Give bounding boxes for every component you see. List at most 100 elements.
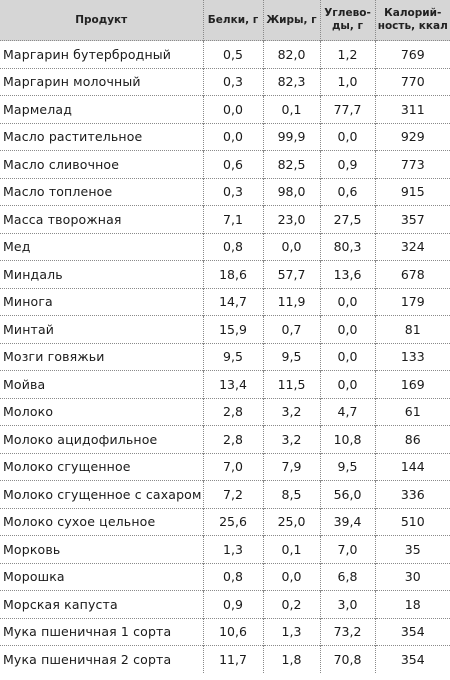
cell-carbs: 13,6 — [319, 260, 375, 288]
cell-product: Маргарин молочный — [0, 67, 203, 96]
cell-protein: 18,6 — [202, 260, 263, 288]
cell-calories: 311 — [374, 95, 450, 123]
cell-product: Молоко сгущенное — [0, 452, 203, 481]
table-row: Мед 0,8 0,0 80,3 324 — [0, 232, 450, 261]
cell-protein: 10,6 — [202, 617, 263, 646]
cell-fat: 0,0 — [262, 562, 320, 591]
cell-protein: 1,3 — [202, 535, 263, 563]
cell-protein: 2,8 — [202, 397, 263, 426]
cell-carbs: 1,0 — [319, 67, 375, 96]
header-fat: Жиры, г — [262, 0, 320, 41]
cell-calories: 179 — [374, 287, 450, 316]
table-row: Молоко ацидофильное 2,8 3,2 10,8 86 — [0, 425, 450, 453]
cell-fat: 3,2 — [262, 425, 320, 453]
cell-carbs: 0,0 — [319, 370, 375, 398]
cell-fat: 0,1 — [262, 535, 320, 563]
cell-protein: 0,9 — [202, 590, 263, 618]
cell-calories: 770 — [374, 67, 450, 96]
table-row: Мозги говяжьи 9,5 9,5 0,0 133 — [0, 342, 450, 371]
cell-protein: 15,9 — [202, 315, 263, 343]
cell-calories: 61 — [374, 397, 450, 426]
cell-product: Масло топленое — [0, 177, 203, 206]
cell-carbs: 7,0 — [319, 535, 375, 563]
cell-calories: 81 — [374, 315, 450, 343]
cell-protein: 0,0 — [202, 95, 263, 123]
cell-product: Морошка — [0, 562, 203, 591]
cell-protein: 0,8 — [202, 232, 263, 261]
table-row: Масло сливочное 0,6 82,5 0,9 773 — [0, 150, 450, 178]
cell-protein: 14,7 — [202, 287, 263, 316]
header-calories-line-1: Калорий- — [384, 7, 442, 19]
cell-fat: 0,0 — [262, 232, 320, 261]
cell-calories: 169 — [374, 370, 450, 398]
table-row: Минтай 15,9 0,7 0,0 81 — [0, 315, 450, 343]
cell-carbs: 80,3 — [319, 232, 375, 261]
cell-fat: 1,8 — [262, 645, 320, 673]
cell-carbs: 6,8 — [319, 562, 375, 591]
table-row: Мука пшеничная 2 сорта 11,7 1,8 70,8 354 — [0, 645, 450, 673]
cell-product: Морская капуста — [0, 590, 203, 618]
table-row: Морская капуста 0,9 0,2 3,0 18 — [0, 590, 450, 618]
cell-protein: 0,3 — [202, 67, 263, 96]
table-row: Масло растительное 0,0 99,9 0,0 929 — [0, 122, 450, 151]
cell-calories: 357 — [374, 205, 450, 233]
table-body: Маргарин бутербродный 0,5 82,0 1,2 769 Маргар… — [0, 40, 450, 673]
header-carbs-line-1: Углево- — [324, 7, 371, 19]
cell-product: Морковь — [0, 535, 203, 563]
cell-protein: 11,7 — [202, 645, 263, 673]
cell-calories: 144 — [374, 452, 450, 481]
cell-product: Мука пшеничная 2 сорта — [0, 645, 203, 673]
cell-fat: 1,3 — [262, 617, 320, 646]
cell-product: Молоко ацидофильное — [0, 425, 203, 453]
cell-carbs: 4,7 — [319, 397, 375, 426]
cell-fat: 82,5 — [262, 150, 320, 178]
cell-fat: 0,7 — [262, 315, 320, 343]
cell-carbs: 0,9 — [319, 150, 375, 178]
cell-fat: 57,7 — [262, 260, 320, 288]
cell-fat: 0,2 — [262, 590, 320, 618]
table-row: Масса творожная 7,1 23,0 27,5 357 — [0, 205, 450, 233]
cell-calories: 929 — [374, 122, 450, 151]
cell-protein: 9,5 — [202, 342, 263, 371]
table-row: Морковь 1,3 0,1 7,0 35 — [0, 535, 450, 563]
cell-product: Мармелад — [0, 95, 203, 123]
cell-calories: 769 — [374, 40, 450, 68]
cell-calories: 133 — [374, 342, 450, 371]
cell-calories: 18 — [374, 590, 450, 618]
cell-fat: 11,5 — [262, 370, 320, 398]
table-row: Молоко сгущенное 7,0 7,9 9,5 144 — [0, 452, 450, 481]
cell-product: Масло растительное — [0, 122, 203, 151]
table-row: Маргарин бутербродный 0,5 82,0 1,2 769 — [0, 40, 450, 68]
cell-fat: 98,0 — [262, 177, 320, 206]
cell-protein: 7,2 — [202, 480, 263, 508]
table-row: Молоко сгущенное с сахаром 7,2 8,5 56,0 336 — [0, 480, 450, 508]
cell-carbs: 27,5 — [319, 205, 375, 233]
table-row: Минога 14,7 11,9 0,0 179 — [0, 287, 450, 316]
cell-protein: 13,4 — [202, 370, 263, 398]
cell-calories: 86 — [374, 425, 450, 453]
cell-calories: 324 — [374, 232, 450, 261]
cell-fat: 9,5 — [262, 342, 320, 371]
cell-product: Молоко — [0, 397, 203, 426]
cell-product: Мука пшеничная 1 сорта — [0, 617, 203, 646]
cell-fat: 25,0 — [262, 507, 320, 536]
cell-product: Масса творожная — [0, 205, 203, 233]
cell-fat: 82,3 — [262, 67, 320, 96]
table-row: Морошка 0,8 0,0 6,8 30 — [0, 562, 450, 591]
header-row: Продукт Белки, г Жиры, г Углево- ды, г К… — [0, 0, 450, 41]
cell-carbs: 73,2 — [319, 617, 375, 646]
cell-protein: 7,1 — [202, 205, 263, 233]
table-row: Масло топленое 0,3 98,0 0,6 915 — [0, 177, 450, 206]
cell-carbs: 39,4 — [319, 507, 375, 536]
cell-protein: 0,6 — [202, 150, 263, 178]
cell-product: Молоко сухое цельное — [0, 507, 203, 536]
table-row: Маргарин молочный 0,3 82,3 1,0 770 — [0, 67, 450, 96]
cell-calories: 30 — [374, 562, 450, 591]
cell-fat: 23,0 — [262, 205, 320, 233]
table-row: Мойва 13,4 11,5 0,0 169 — [0, 370, 450, 398]
cell-carbs: 0,6 — [319, 177, 375, 206]
cell-carbs: 3,0 — [319, 590, 375, 618]
cell-protein: 2,8 — [202, 425, 263, 453]
